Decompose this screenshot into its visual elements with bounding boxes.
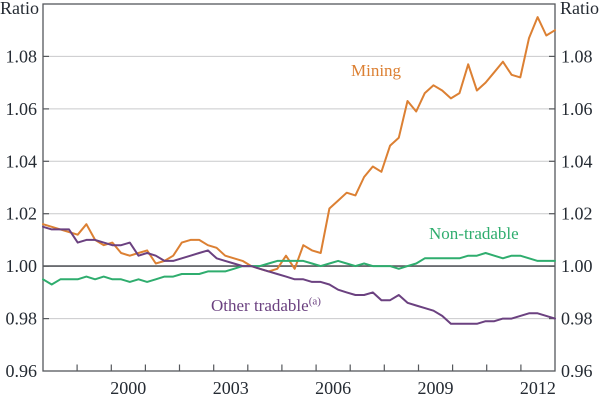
x-axis-year-label: 2003 bbox=[213, 378, 249, 398]
x-axis-year-label: 2000 bbox=[110, 378, 146, 398]
y-axis-tick-label-left: 1.04 bbox=[6, 151, 38, 171]
y-axis-tick-label-right: 1.02 bbox=[561, 204, 593, 224]
series-label-other-tradable-text: Other tradable bbox=[211, 296, 309, 315]
series-label-mining: Mining bbox=[351, 61, 402, 80]
footnote-marker: (a) bbox=[308, 295, 321, 308]
y-axis-tick-label-left: 1.06 bbox=[6, 99, 38, 119]
y-axis-tick-label-right: 0.98 bbox=[561, 309, 593, 329]
y-axis-tick-label-left: 1.00 bbox=[6, 256, 38, 276]
y-axis-tick-label-left: 0.98 bbox=[6, 309, 38, 329]
y-axis-tick-label-right: 0.96 bbox=[561, 361, 593, 381]
y-axis-tick-label-right: 1.00 bbox=[561, 256, 593, 276]
right-axis-unit-label: Ratio bbox=[560, 0, 599, 18]
series-line-other-tradable bbox=[42, 225, 556, 325]
plot-frame bbox=[42, 3, 556, 372]
x-axis-year-label: 2009 bbox=[418, 378, 454, 398]
y-axis-tick-label-right: 1.04 bbox=[561, 151, 593, 171]
series-label-other-tradable: Other tradable(a) bbox=[211, 296, 321, 315]
series-line-mining bbox=[42, 16, 556, 273]
x-axis-year-label: 2006 bbox=[315, 378, 351, 398]
y-axis-tick-label-left: 1.08 bbox=[6, 46, 38, 66]
y-axis-tick-label-left: 0.96 bbox=[6, 361, 38, 381]
y-axis-tick-label-right: 1.08 bbox=[561, 46, 593, 66]
left-axis-unit-label: Ratio bbox=[0, 0, 39, 18]
y-axis-tick-label-left: 1.02 bbox=[6, 204, 38, 224]
y-axis-tick-label-right: 1.06 bbox=[561, 99, 593, 119]
x-axis-year-label: 2012 bbox=[520, 378, 556, 398]
series-label-non-tradable: Non-tradable bbox=[429, 224, 519, 243]
series-line-non-tradable bbox=[42, 252, 556, 286]
